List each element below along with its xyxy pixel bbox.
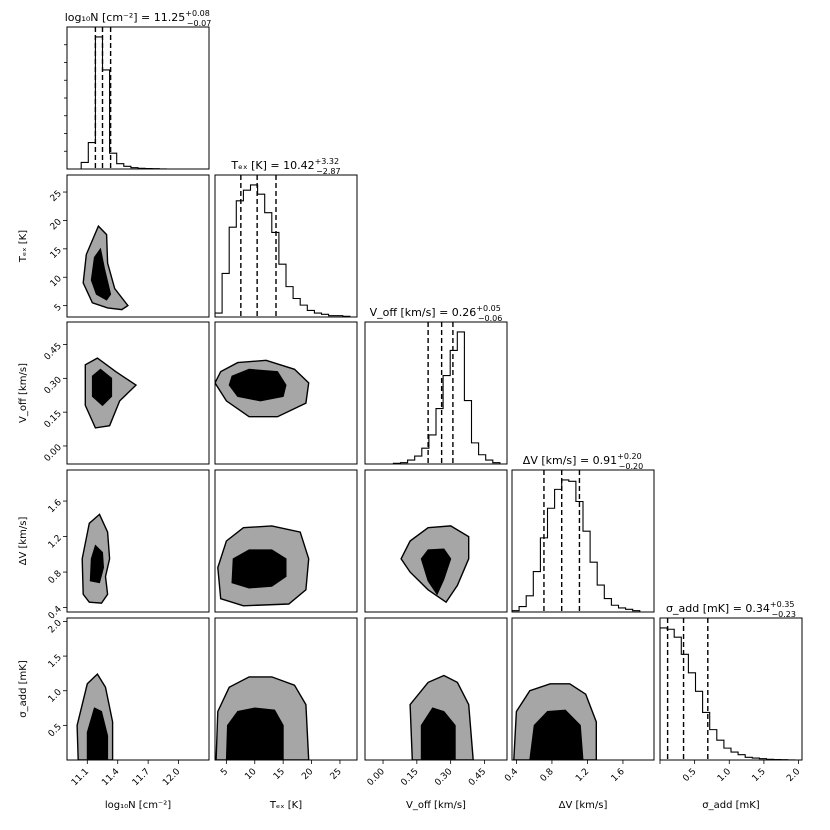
frame-sadd bbox=[659, 617, 803, 761]
xtick-label-sadd: 1.5 bbox=[751, 767, 768, 784]
frame-Voff-dV bbox=[364, 469, 508, 613]
xtick-label-dV: 1.2 bbox=[574, 767, 591, 784]
ytick-label-sadd: 1.5 bbox=[47, 653, 64, 670]
xtick-label-dV: 0.8 bbox=[539, 767, 556, 784]
xtick-label-Tex: 25 bbox=[329, 767, 344, 782]
xtick-label-logN: 12.0 bbox=[161, 767, 182, 788]
xticks-sadd-diag: 0.5 1.0 1.5 2.0 bbox=[659, 760, 803, 784]
contour-panel-Tex-sadd: 5 10 15 20 25 bbox=[214, 617, 358, 782]
ytick-label-dV: 0.8 bbox=[47, 569, 64, 586]
xtick-label-Tex: 10 bbox=[243, 767, 258, 782]
contour-inner-logN-Voff bbox=[91, 368, 113, 407]
ytick-label-sadd: 0.5 bbox=[47, 722, 64, 739]
contour-inner-logN-sadd bbox=[86, 707, 109, 760]
frame-Tex bbox=[214, 174, 358, 318]
histogram-sadd bbox=[660, 627, 802, 760]
x-axis-label-dV: ΔV [km/s] bbox=[559, 800, 608, 811]
ytick-label-dV: 1.6 bbox=[47, 498, 64, 515]
y-axis-label-Voff: V_off [km/s] bbox=[18, 363, 29, 423]
hist-panel-logN: log₁₀N [cm⁻²] = 11.25+0.08 −0.07 bbox=[64, 9, 212, 170]
contour-inner-Voff-sadd bbox=[420, 707, 456, 760]
contour-inner-Tex-Voff bbox=[228, 368, 287, 402]
contour-inner-dV-sadd bbox=[529, 709, 584, 760]
ytick-label-Voff: 0.15 bbox=[43, 409, 64, 430]
ytick-label-Tex: 10 bbox=[49, 274, 64, 289]
contour-inner-logN-Tex bbox=[90, 247, 112, 301]
contour-panel-dV-sadd: 0.4 0.8 1.2 1.6 bbox=[503, 617, 655, 784]
contour-panel-logN-sadd: 0.5 1.0 1.5 2.0 11.1 11.4 11.7 12.0 bbox=[47, 617, 210, 788]
contour-panel-Voff-dV bbox=[364, 469, 508, 613]
ytick-label-Tex: 15 bbox=[49, 246, 64, 261]
panel-title-logN: log₁₀N [cm⁻²] = 11.25+0.08 −0.07 bbox=[65, 9, 212, 28]
panel-title-Voff: V_off [km/s] = 0.26+0.05 −0.06 bbox=[370, 304, 503, 323]
y-axis-label-Tex: Tₑₓ [K] bbox=[18, 230, 29, 263]
contour-inner-logN-dV bbox=[89, 544, 105, 584]
ytick-label-Voff: 0.30 bbox=[43, 375, 64, 396]
panel-title-dV: ΔV [km/s] = 0.91+0.20 −0.20 bbox=[523, 452, 643, 471]
x-axis-label-sadd: σ_add [mK] bbox=[702, 800, 760, 811]
y-axis-label-dV: ΔV [km/s] bbox=[18, 517, 29, 566]
frame-logN-Voff bbox=[66, 321, 210, 465]
xtick-label-sadd: 0.5 bbox=[681, 767, 698, 784]
x-axis-label-Voff: V_off [km/s] bbox=[406, 800, 466, 811]
xtick-label-sadd: 1.0 bbox=[716, 767, 733, 784]
frame-Tex-dV bbox=[214, 469, 358, 613]
contour-panel-Tex-dV bbox=[214, 469, 358, 613]
frame-dV bbox=[511, 469, 655, 613]
xtick-label-Voff: 0.45 bbox=[467, 767, 488, 788]
frame-Tex-sadd bbox=[214, 617, 358, 761]
ytick-label-sadd: 1.0 bbox=[47, 687, 64, 704]
contour-panel-Voff-sadd: 0.00 0.15 0.30 0.45 bbox=[364, 617, 508, 788]
contour-inner-Tex-sadd bbox=[225, 707, 284, 760]
xtick-label-Voff: 0.00 bbox=[366, 767, 387, 788]
xtick-label-Voff: 0.15 bbox=[399, 767, 420, 788]
xtick-label-Tex: 5 bbox=[219, 767, 230, 778]
xtick-label-sadd: 2.0 bbox=[785, 767, 802, 784]
ytick-label-sadd: 2.0 bbox=[47, 618, 64, 635]
xtick-label-Voff: 0.30 bbox=[433, 767, 454, 788]
xtick-label-dV: 1.6 bbox=[610, 767, 627, 784]
frame-logN-sadd bbox=[66, 617, 210, 761]
xtick-label-Tex: 15 bbox=[272, 767, 287, 782]
hist-panel-Voff: V_off [km/s] = 0.26+0.05 −0.06 bbox=[364, 304, 508, 465]
hist-panel-Tex: Tₑₓ [K] = 10.42+3.32 −2.87 bbox=[214, 157, 358, 318]
xtick-label-logN: 11.7 bbox=[131, 767, 152, 788]
contour-panel-logN-dV: 0.40.81.21.6 bbox=[47, 469, 210, 622]
x-axis-label-logN: log₁₀N [cm⁻²] bbox=[105, 800, 171, 811]
contour-panel-logN-Voff: 0.00 0.15 0.30 0.45 bbox=[43, 321, 210, 465]
xtick-label-dV: 0.4 bbox=[503, 767, 520, 784]
x-axis-label-Tex: Tₑₓ [K] bbox=[269, 800, 302, 811]
histogram-dV bbox=[512, 479, 654, 612]
frame-logN-Tex bbox=[66, 174, 210, 318]
xtick-label-Tex: 20 bbox=[300, 767, 315, 782]
ytick-label-dV: 1.2 bbox=[47, 533, 64, 550]
ytick-label-Tex: 25 bbox=[49, 189, 64, 204]
xtick-label-logN: 11.1 bbox=[70, 767, 91, 788]
frame-dV-sadd bbox=[511, 617, 655, 761]
contour-inner-Voff-dV bbox=[420, 548, 452, 596]
ytick-label-Tex: 20 bbox=[49, 217, 64, 232]
contour-panel-logN-Tex: 5 10 15 20 25 bbox=[49, 174, 210, 318]
panel-title-Tex: Tₑₓ [K] = 10.42+3.32 −2.87 bbox=[230, 157, 340, 176]
frame-logN-dV bbox=[66, 469, 210, 613]
panel-title-sadd: σ_add [mK] = 0.34+0.35 −0.23 bbox=[666, 600, 796, 619]
frame-Voff bbox=[364, 321, 508, 465]
hist-panel-dV: ΔV [km/s] = 0.91+0.20 −0.20 bbox=[511, 452, 655, 613]
y-axis-label-sadd: σ_add [mK] bbox=[18, 660, 29, 718]
ytick-label-Tex: 5 bbox=[53, 302, 64, 313]
xtick-label-logN: 11.4 bbox=[100, 767, 121, 788]
histogram-Tex bbox=[215, 184, 357, 317]
hist-panel-sadd: σ_add [mK] = 0.34+0.35 −0.23 bbox=[659, 600, 803, 761]
frame-Tex-Voff bbox=[214, 321, 358, 465]
histogram-Voff bbox=[365, 331, 507, 464]
ytick-label-Voff: 0.00 bbox=[43, 443, 64, 464]
histogram-logN bbox=[67, 36, 209, 169]
contour-inner-Tex-dV bbox=[231, 549, 287, 589]
ytick-label-Voff: 0.45 bbox=[43, 341, 64, 362]
contour-panel-Tex-Voff bbox=[214, 321, 358, 465]
frame-Voff-sadd bbox=[364, 617, 508, 761]
